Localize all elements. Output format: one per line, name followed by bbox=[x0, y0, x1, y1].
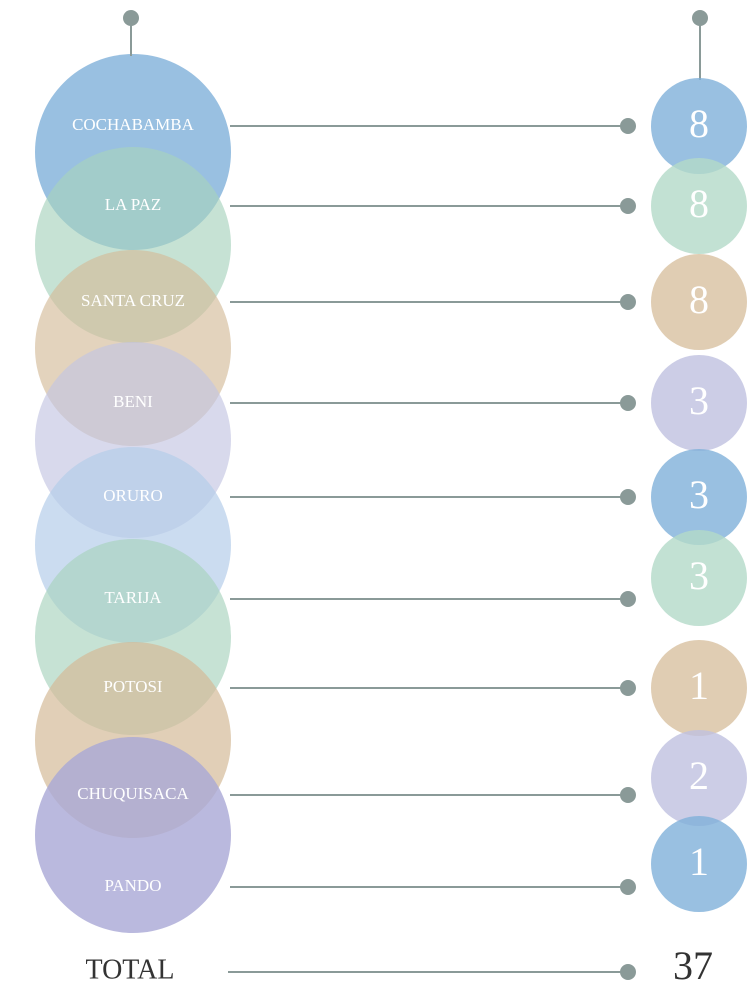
value-bubble bbox=[651, 158, 747, 254]
department-label: ORURO bbox=[103, 486, 163, 505]
dot bbox=[123, 10, 139, 26]
value-bubble bbox=[651, 530, 747, 626]
big-circles bbox=[35, 54, 231, 933]
dot bbox=[620, 787, 636, 803]
dot bbox=[620, 198, 636, 214]
dot bbox=[620, 879, 636, 895]
value-bubble bbox=[651, 816, 747, 912]
value-bubble bbox=[651, 78, 747, 174]
dot bbox=[620, 489, 636, 505]
total-value: 37 bbox=[673, 943, 713, 988]
bubble bbox=[35, 737, 231, 933]
total-label: TOTAL bbox=[85, 954, 174, 985]
department-label: PANDO bbox=[104, 876, 161, 895]
department-label: TARIJA bbox=[104, 588, 162, 607]
value-bubble bbox=[651, 730, 747, 826]
department-value: 3 bbox=[689, 472, 709, 517]
value-bubble bbox=[651, 640, 747, 736]
dot bbox=[620, 964, 636, 980]
dot bbox=[620, 395, 636, 411]
department-label: BENI bbox=[113, 392, 153, 411]
dot bbox=[692, 10, 708, 26]
department-value: 8 bbox=[689, 181, 709, 226]
department-value: 2 bbox=[689, 753, 709, 798]
department-label: COCHABAMBA bbox=[72, 115, 195, 134]
dot bbox=[620, 680, 636, 696]
department-label: CHUQUISACA bbox=[77, 784, 189, 803]
department-label: SANTA CRUZ bbox=[81, 291, 185, 310]
department-value: 1 bbox=[689, 663, 709, 708]
dot bbox=[620, 294, 636, 310]
department-label: POTOSI bbox=[103, 677, 163, 696]
department-value: 8 bbox=[689, 277, 709, 322]
dot bbox=[620, 118, 636, 134]
department-value: 1 bbox=[689, 839, 709, 884]
value-bubble bbox=[651, 449, 747, 545]
department-label: LA PAZ bbox=[105, 195, 162, 214]
department-value: 3 bbox=[689, 378, 709, 423]
department-value: 3 bbox=[689, 553, 709, 598]
department-value: 8 bbox=[689, 101, 709, 146]
value-bubble bbox=[651, 355, 747, 451]
value-bubble bbox=[651, 254, 747, 350]
dot bbox=[620, 591, 636, 607]
